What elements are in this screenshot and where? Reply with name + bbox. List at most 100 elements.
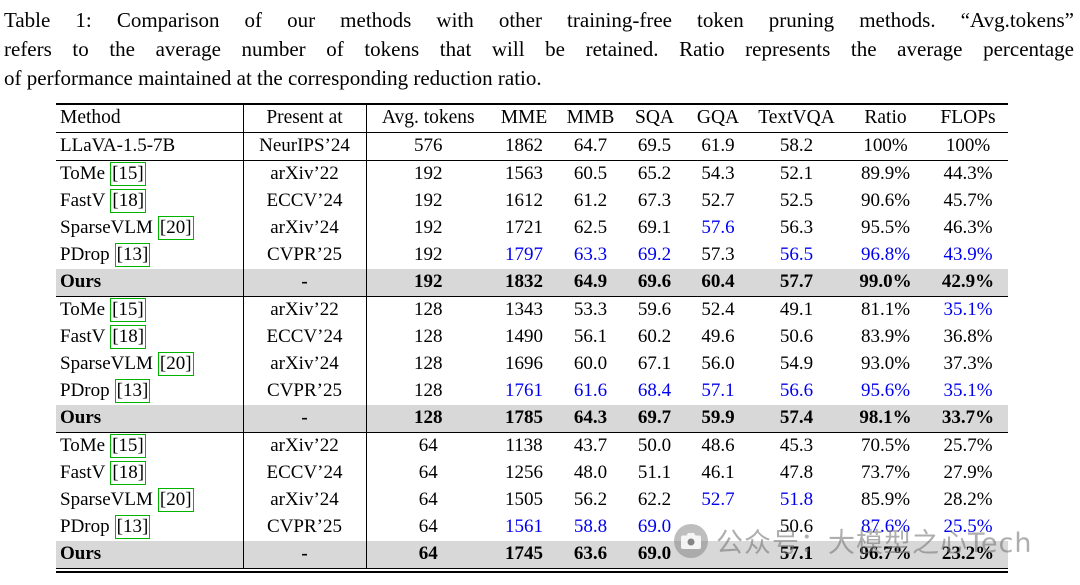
avg-tokens-cell: 128 (414, 299, 443, 321)
value-cell-mme: 1138 (505, 435, 543, 457)
method-cell: Ours (56, 404, 244, 433)
value-cell-sqa: 51.1 (637, 462, 672, 484)
value-cell-mme: 1745 (490, 540, 558, 569)
value-cell-gqa: 49.6 (701, 326, 735, 348)
method-name: Ours (60, 407, 102, 429)
value-cell-gqa: 52.7 (701, 489, 735, 511)
method-name: ToMe (60, 163, 106, 185)
value-cell-sqa: 69.5 (637, 135, 672, 157)
value-cell-mme: 1721 (505, 217, 543, 239)
value-cell-flops: 100% (945, 135, 991, 157)
value-cell-gqa: 46.1 (701, 462, 735, 484)
method-cell: FastV [18] (56, 459, 244, 487)
value-cell-ratio: 87.6% (860, 516, 911, 538)
citation-link[interactable]: [15] (110, 434, 146, 459)
col-header-gqa: GQA (696, 107, 740, 129)
col-header-method: Method (56, 103, 244, 133)
value-cell-textvqa: 50.6 (779, 326, 814, 348)
value-cell-textvqa: 57.4 (750, 404, 843, 433)
col-header-present-at: Present at (243, 103, 367, 133)
method-name: PDrop (60, 380, 110, 402)
citation-link[interactable]: [15] (110, 162, 146, 187)
caption-line: of performance maintained at the corresp… (4, 65, 542, 90)
value-cell-sqa: 59.6 (637, 299, 672, 321)
value-cell-flops: 44.3% (943, 163, 993, 185)
method-row: SparseVLM [20] arXiv’24 64 1505 56.2 62.2 52.7 5… (56, 486, 1008, 514)
value-cell-mmb: 53.3 (573, 299, 608, 321)
avg-tokens-cell: 576 (414, 135, 443, 157)
value-cell-sqa: 50.0 (637, 435, 672, 457)
method-cell: LLaVA-1.5-7B (56, 132, 244, 161)
venue-cell: - (243, 268, 367, 297)
value-cell-sqa: 69.0 (623, 540, 686, 569)
value-cell-mmb: 64.3 (558, 404, 623, 433)
method-row: PDrop [13] CVPR’25 64 1561 58.8 69.0 50.6 87.6% 2… (56, 513, 1008, 541)
venue-cell: arXiv’24 (243, 350, 367, 378)
value-cell-mme: 1696 (505, 353, 543, 375)
method-cell: PDrop [13] (56, 513, 244, 541)
avg-tokens-cell: 128 (414, 326, 443, 348)
value-cell-mme: 1832 (490, 268, 558, 297)
venue-cell: ECCV’24 (243, 323, 367, 351)
value-cell-gqa: 61.9 (701, 135, 735, 157)
value-cell-gqa: 48.6 (701, 435, 735, 457)
caption-line: refers to the average number of tokens t… (4, 36, 1074, 61)
method-name: Ours (60, 543, 102, 565)
col-header-mme: MME (500, 107, 548, 129)
method-row: LLaVA-1.5-7B NeurIPS’24 576 1862 64.7 69.5 61.… (56, 132, 1008, 161)
citation-link[interactable]: [20] (157, 352, 194, 377)
citation-link[interactable]: [13] (114, 243, 151, 268)
value-cell-mmb: 56.2 (573, 489, 608, 511)
value-cell-gqa: 54.3 (701, 163, 735, 185)
value-cell-mme: 1343 (505, 299, 543, 321)
citation-link[interactable]: [20] (157, 216, 194, 241)
citation-link[interactable]: [13] (114, 515, 151, 540)
value-cell-mmb: 60.0 (573, 353, 608, 375)
value-cell-flops: 35.1% (943, 380, 993, 402)
value-cell-textvqa: 49.1 (779, 299, 814, 321)
table-caption: Table 1: Comparison of our methods with … (0, 0, 1080, 93)
value-cell-ratio: 83.9% (860, 326, 911, 348)
value-cell-mmb: 64.9 (558, 268, 623, 297)
method-cell: ToMe [15] (56, 432, 244, 460)
value-cell-textvqa: 47.8 (779, 462, 814, 484)
method-row: FastV [18] ECCV’24 192 1612 61.2 67.3 52.7 52.5 9… (56, 187, 1008, 215)
value-cell-ratio: 85.9% (860, 489, 911, 511)
venue-cell: - (243, 404, 367, 433)
method-cell: FastV [18] (56, 187, 244, 215)
method-row: ToMe [15] arXiv’22 192 1563 60.5 65.2 54.3 52.1 8… (56, 160, 1008, 188)
venue-cell: arXiv’24 (243, 214, 367, 242)
venue-cell: arXiv’24 (243, 486, 367, 514)
table-wrapper: Method Present at Avg. tokens MME MMB SQA GQA T… (56, 103, 1008, 569)
citation-link[interactable]: [18] (110, 461, 147, 486)
value-cell-mmb: 62.5 (573, 217, 608, 239)
value-cell-textvqa: 56.5 (779, 244, 814, 266)
value-cell-mme: 1563 (505, 163, 543, 185)
citation-link[interactable]: [20] (157, 488, 194, 513)
value-cell-ratio: 95.5% (860, 217, 911, 239)
caption-line: Table 1: Comparison of our methods with … (4, 8, 1074, 32)
value-cell-flops: 23.2% (928, 540, 1008, 569)
value-cell-ratio: 89.9% (860, 163, 911, 185)
value-cell-ratio: 93.0% (860, 353, 911, 375)
value-cell-ratio: 98.1% (843, 404, 928, 433)
citation-link[interactable]: [18] (110, 189, 147, 214)
value-cell-flops: 46.3% (943, 217, 993, 239)
citation-link[interactable]: [18] (110, 325, 147, 350)
value-cell-textvqa: 45.3 (779, 435, 814, 457)
avg-tokens-cell: 128 (366, 404, 490, 433)
citation-link[interactable]: [13] (114, 379, 151, 404)
ours-row: Ours -64 1745 63.6 69.0 57.1 96.7% 23.2% (56, 540, 1008, 569)
value-cell-gqa: 59.9 (686, 404, 750, 433)
venue-cell: CVPR’25 (243, 513, 367, 541)
citation-link[interactable]: [15] (110, 298, 146, 323)
value-cell-sqa: 68.4 (637, 380, 672, 402)
value-cell-mmb: 61.2 (573, 190, 608, 212)
value-cell-textvqa: 56.3 (779, 217, 814, 239)
venue-cell: arXiv’22 (243, 432, 367, 460)
method-cell: FastV [18] (56, 323, 244, 351)
value-cell-flops: 36.8% (943, 326, 993, 348)
method-name: SparseVLM (60, 489, 153, 511)
venue-cell: CVPR’25 (243, 241, 367, 269)
value-cell-mme: 1505 (505, 489, 543, 511)
